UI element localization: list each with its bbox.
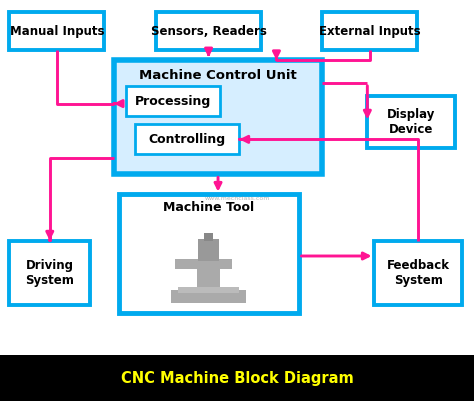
FancyBboxPatch shape — [118, 194, 299, 313]
Text: Controlling: Controlling — [149, 133, 226, 146]
FancyBboxPatch shape — [322, 12, 417, 50]
FancyBboxPatch shape — [178, 287, 239, 293]
Text: Machine Control Unit: Machine Control Unit — [139, 69, 297, 82]
FancyBboxPatch shape — [114, 60, 322, 174]
FancyBboxPatch shape — [374, 241, 462, 305]
FancyBboxPatch shape — [126, 86, 220, 116]
FancyBboxPatch shape — [0, 355, 474, 401]
FancyBboxPatch shape — [135, 124, 239, 154]
FancyBboxPatch shape — [198, 239, 219, 261]
FancyBboxPatch shape — [171, 290, 246, 303]
Text: External Inputs: External Inputs — [319, 24, 420, 38]
Text: Manual Inputs: Manual Inputs — [9, 24, 104, 38]
Text: Driving
System: Driving System — [25, 259, 74, 287]
Text: CNC Machine Block Diagram: CNC Machine Block Diagram — [120, 371, 354, 386]
FancyBboxPatch shape — [9, 12, 104, 50]
Text: Display
Device: Display Device — [387, 108, 436, 136]
FancyBboxPatch shape — [175, 259, 232, 269]
Text: www.mechclass.com: www.mechclass.com — [204, 196, 270, 201]
FancyBboxPatch shape — [367, 96, 455, 148]
FancyBboxPatch shape — [9, 241, 90, 305]
FancyBboxPatch shape — [156, 12, 261, 50]
Text: Machine Tool: Machine Tool — [163, 201, 254, 214]
Text: Processing: Processing — [135, 95, 211, 108]
FancyBboxPatch shape — [204, 233, 213, 241]
Text: Sensors, Readers: Sensors, Readers — [151, 24, 266, 38]
Text: Feedback
System: Feedback System — [387, 259, 450, 287]
FancyBboxPatch shape — [197, 262, 220, 290]
